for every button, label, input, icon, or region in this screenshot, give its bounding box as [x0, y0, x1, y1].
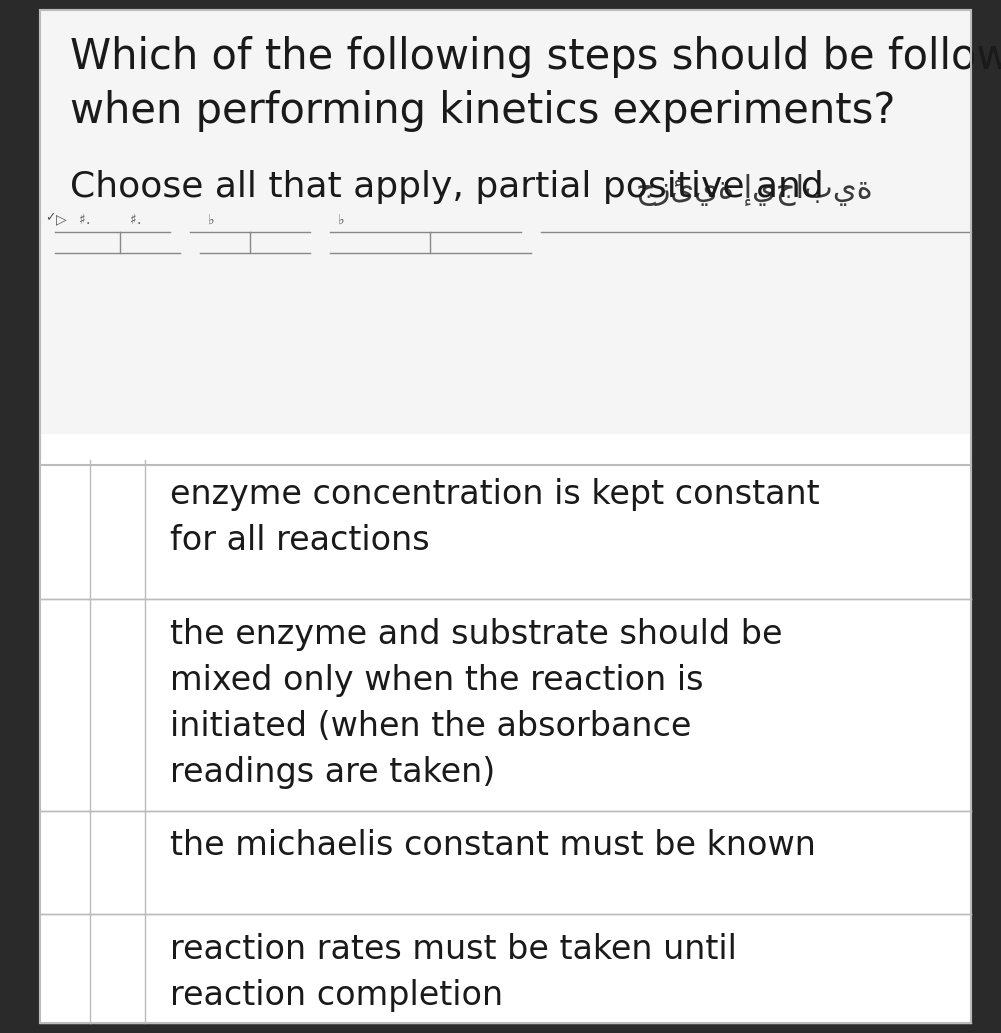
Text: enzyme concentration is kept constant
for all reactions: enzyme concentration is kept constant fo… [170, 478, 820, 557]
Text: $\checkmark$: $\checkmark$ [45, 210, 55, 223]
Text: the enzyme and substrate should be
mixed only when the reaction is
initiated (wh: the enzyme and substrate should be mixed… [170, 618, 783, 789]
Bar [40, 10, 971, 434]
Text: $\triangleright$   $\sharp$.         $\sharp$.               $\flat$            : $\triangleright$ $\sharp$. $\sharp$. $\f… [55, 212, 344, 228]
Bar [40, 811, 971, 914]
Text: reaction rates must be taken until
reaction completion: reaction rates must be taken until react… [170, 933, 737, 1011]
Bar [40, 599, 971, 811]
Text: جزئية إيجابية: جزئية إيجابية [636, 174, 872, 206]
Bar [40, 460, 971, 599]
Text: Choose all that apply, partial positive and: Choose all that apply, partial positive … [70, 170, 824, 205]
Bar [40, 914, 971, 1023]
Text: the michaelis constant must be known: the michaelis constant must be known [170, 829, 816, 863]
Text: Which of the following steps should be followed
when performing kinetics experim: Which of the following steps should be f… [70, 36, 1001, 131]
